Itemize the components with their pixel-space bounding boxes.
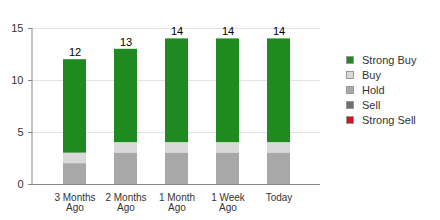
html-text:Strong Buy: Strong Buy <box>362 53 417 66</box>
svg-text:2 MonthsAgo: 2 MonthsAgo <box>105 192 146 213</box>
svg-text:10: 10 <box>11 74 23 86</box>
svg-text:5: 5 <box>17 126 23 138</box>
svg-text:Today: Today <box>266 192 293 203</box>
svg-text:14: 14 <box>222 25 234 37</box>
html-text:Strong Sell: Strong Sell <box>362 113 416 126</box>
svg-text:15: 15 <box>11 22 23 34</box>
svg-text:1 MonthAgo: 1 MonthAgo <box>159 192 195 213</box>
svg-text:1 WeekAgo: 1 WeekAgo <box>211 192 246 213</box>
svg-text:12: 12 <box>69 46 81 58</box>
svg-text:14: 14 <box>273 25 285 37</box>
html-text:Sell: Sell <box>362 98 381 111</box>
html-text:Hold: Hold <box>362 83 385 96</box>
svg-text:0: 0 <box>17 178 23 190</box>
svg-text:14: 14 <box>171 25 183 37</box>
svg-text:3 MonthsAgo: 3 MonthsAgo <box>54 192 95 213</box>
svg-text:13: 13 <box>120 36 132 48</box>
html-text:Buy: Buy <box>362 68 381 81</box>
